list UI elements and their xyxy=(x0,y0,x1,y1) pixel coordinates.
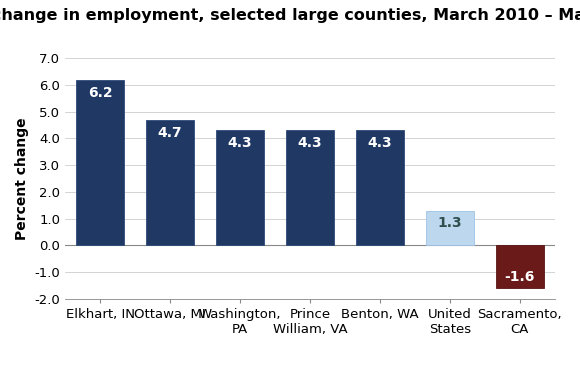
Y-axis label: Percent change: Percent change xyxy=(15,117,29,240)
Bar xyxy=(216,131,264,245)
Text: Percent change in employment, selected large counties, March 2010 – March 2011: Percent change in employment, selected l… xyxy=(0,8,580,23)
Text: 4.7: 4.7 xyxy=(158,126,182,140)
Bar xyxy=(146,120,194,245)
Text: 4.3: 4.3 xyxy=(368,136,392,150)
Text: -1.6: -1.6 xyxy=(505,270,535,284)
Text: 6.2: 6.2 xyxy=(88,85,113,100)
Bar xyxy=(356,131,404,245)
Text: 4.3: 4.3 xyxy=(298,136,322,150)
Text: 1.3: 1.3 xyxy=(437,216,462,231)
Text: 4.3: 4.3 xyxy=(228,136,252,150)
Bar xyxy=(286,131,334,245)
Bar xyxy=(426,211,474,245)
Bar xyxy=(496,245,543,288)
Bar xyxy=(77,80,124,245)
